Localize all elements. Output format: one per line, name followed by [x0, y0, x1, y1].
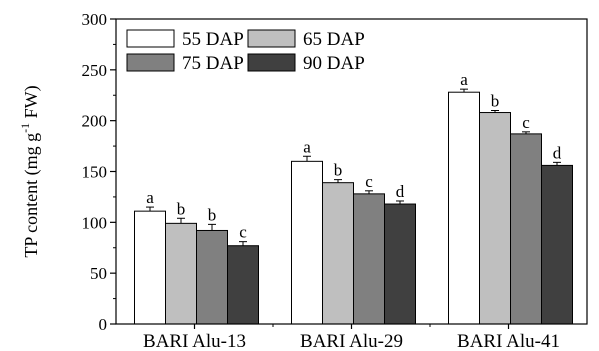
- bar-55-dap-bari-alu-29: [291, 160, 323, 325]
- bar-65-dap-bari-alu-13: [165, 222, 197, 325]
- significance-label: b: [334, 161, 343, 180]
- significance-label: b: [491, 92, 500, 111]
- y-tick-label: 300: [82, 10, 108, 29]
- legend-swatch-90-dap: [247, 53, 296, 72]
- y-tick-label: 0: [99, 315, 108, 334]
- y-axis-title: TP content (mg g-1 FW): [18, 85, 42, 257]
- bar-90-dap-bari-alu-13: [227, 245, 259, 325]
- legend-label: 55 DAP: [182, 29, 244, 50]
- bar-75-dap-bari-alu-13: [196, 229, 228, 325]
- significance-label: a: [460, 70, 468, 89]
- significance-label: c: [239, 223, 247, 242]
- legend-swatch-65-dap: [247, 29, 296, 48]
- legend-label: 90 DAP: [303, 53, 365, 74]
- bar-65-dap-bari-alu-41: [479, 112, 511, 325]
- y-tick-label: 150: [82, 163, 108, 182]
- significance-label: c: [365, 172, 373, 191]
- bar-65-dap-bari-alu-29: [322, 182, 354, 325]
- legend-swatch-55-dap: [126, 29, 175, 48]
- x-tick-label: BARI Alu-29: [300, 331, 403, 351]
- y-tick-label: 200: [82, 112, 108, 131]
- bar-75-dap-bari-alu-41: [510, 133, 542, 325]
- legend-label: 65 DAP: [303, 29, 365, 50]
- bar-90-dap-bari-alu-29: [384, 203, 416, 325]
- significance-label: b: [177, 199, 186, 218]
- x-tick-label: BARI Alu-13: [143, 331, 246, 351]
- significance-label: d: [396, 182, 405, 201]
- significance-label: c: [522, 113, 530, 132]
- legend-swatch-75-dap: [126, 53, 175, 72]
- significance-label: a: [303, 137, 311, 156]
- significance-label: a: [146, 188, 154, 207]
- axes-layer: 0 50 100 150 200 250 300 BARI Alu-13 BARI Alu-29…: [82, 10, 588, 351]
- bars-layer: a b b c a b c d a b c d: [134, 70, 573, 325]
- legend-label: 75 DAP: [182, 53, 244, 74]
- y-tick-label: 250: [82, 61, 108, 80]
- significance-label: d: [553, 143, 562, 162]
- y-tick-label: 100: [82, 213, 108, 232]
- bar-55-dap-bari-alu-41: [448, 91, 480, 325]
- significance-label: b: [208, 205, 217, 224]
- bar-75-dap-bari-alu-29: [353, 193, 385, 325]
- x-tick-label: BARI Alu-41: [457, 331, 560, 351]
- y-tick-label: 50: [90, 264, 107, 283]
- legend: 55 DAP 65 DAP 75 DAP 90 DAP: [126, 29, 365, 74]
- bar-55-dap-bari-alu-13: [134, 210, 166, 325]
- bar-90-dap-bari-alu-41: [541, 164, 573, 325]
